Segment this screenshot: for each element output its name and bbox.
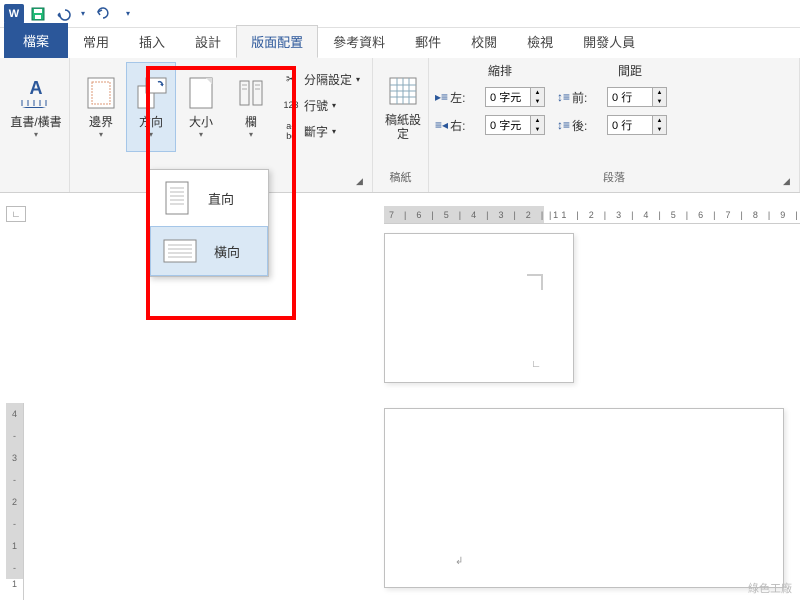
hyphenation-icon: a-bc [282, 122, 300, 140]
tab-file[interactable]: 檔案 [4, 23, 68, 58]
manuscript-group-label: 稿紙 [379, 169, 422, 188]
spacing-before-label: ↕≡前: [557, 89, 605, 106]
title-bar: W ▾ ▾ [0, 0, 800, 28]
columns-button[interactable]: 欄 ▾ [226, 62, 276, 152]
chevron-down-icon: ▾ [249, 130, 253, 139]
hyphenation-label: 斷字 [304, 123, 328, 140]
svg-text:A: A [30, 78, 43, 98]
orientation-label: 方向 [139, 115, 163, 129]
hyphenation-button[interactable]: a-bc 斷字 ▾ [278, 118, 364, 144]
orientation-icon [133, 75, 169, 111]
margins-label: 邊界 [89, 115, 113, 129]
text-direction-button[interactable]: A 直書/橫書 ▾ [6, 62, 66, 152]
chevron-down-icon: ▾ [34, 130, 38, 139]
group-manuscript: 稿紙設定 稿紙 [373, 58, 429, 192]
tab-developer[interactable]: 開發人員 [568, 25, 650, 58]
tab-home[interactable]: 常用 [68, 25, 124, 58]
line-numbers-label: 行號 [304, 97, 328, 114]
document-area: ∟ 7| 6| 5| 4| 3| 2| 1 | 1| 2| 3| 4| 5| 6… [0, 193, 800, 600]
tab-view[interactable]: 檢視 [512, 25, 568, 58]
portrait-icon [162, 180, 192, 216]
horizontal-ruler[interactable]: 7| 6| 5| 4| 3| 2| 1 | 1| 2| 3| 4| 5| 6| … [384, 206, 800, 224]
tab-mailings[interactable]: 郵件 [400, 25, 456, 58]
manuscript-button[interactable]: 稿紙設定 [379, 62, 427, 152]
orientation-button[interactable]: 方向 ▾ [126, 62, 176, 152]
columns-icon [233, 75, 269, 111]
vertical-ruler[interactable]: 4- 3- 2- 1- 1 [6, 403, 24, 600]
undo-dropdown[interactable]: ▾ [78, 2, 88, 26]
spacing-after-spinner[interactable]: 0 行▲▼ [607, 115, 667, 135]
breaks-button[interactable]: ✂ 分隔設定 ▾ [278, 66, 364, 92]
text-direction-icon: A [18, 75, 54, 111]
margins-button[interactable]: 邊界 ▾ [76, 62, 126, 152]
ruler-corner[interactable]: ∟ [6, 206, 26, 222]
redo-button[interactable] [90, 2, 114, 26]
tab-design[interactable]: 設計 [180, 25, 236, 58]
chevron-down-icon: ▾ [199, 130, 203, 139]
spacing-after-label: ↕≡後: [557, 117, 605, 134]
landscape-label: 橫向 [214, 242, 240, 261]
text-direction-label: 直書/橫書 [10, 115, 61, 129]
orientation-landscape[interactable]: 橫向 [150, 226, 268, 276]
group-paragraph: 縮排 間距 ▸≡左: 0 字元▲▼ ≡◂右: 0 字元▲▼ ↕≡前: 0 行▲▼ [429, 58, 800, 192]
chevron-down-icon: ▾ [99, 130, 103, 139]
manuscript-label: 稿紙設定 [383, 113, 423, 142]
tab-review[interactable]: 校閱 [456, 25, 512, 58]
watermark: 綠色工廠 [748, 580, 792, 596]
app-icon: W [4, 4, 24, 24]
spacing-header: 間距 [565, 62, 695, 79]
group-text-direction: A 直書/橫書 ▾ [0, 58, 70, 192]
spacing-before-spinner[interactable]: 0 行▲▼ [607, 87, 667, 107]
paragraph-group-label: 段落 [435, 169, 793, 188]
landscape-icon [162, 236, 198, 266]
line-numbers-icon: 123 [282, 96, 300, 114]
ribbon-tabs: 檔案 常用 插入 設計 版面配置 參考資料 郵件 校閱 檢視 開發人員 [0, 28, 800, 58]
size-label: 大小 [189, 115, 213, 129]
columns-label: 欄 [245, 115, 257, 129]
margins-icon [83, 75, 119, 111]
page-2[interactable]: ↲ [384, 408, 784, 588]
chevron-down-icon: ▾ [149, 130, 153, 139]
portrait-label: 直向 [208, 189, 234, 208]
page-1[interactable]: ∟ [384, 233, 574, 383]
indent-right-label: ≡◂右: [435, 117, 483, 134]
indent-left-label: ▸≡左: [435, 89, 483, 106]
size-icon [183, 75, 219, 111]
indent-header: 縮排 [435, 62, 565, 79]
breaks-label: 分隔設定 [304, 71, 352, 88]
undo-button[interactable] [52, 2, 76, 26]
save-button[interactable] [26, 2, 50, 26]
manuscript-icon [385, 73, 421, 109]
line-numbers-button[interactable]: 123 行號 ▾ [278, 92, 364, 118]
paragraph-launcher[interactable]: ◢ [783, 176, 795, 188]
page-setup-launcher[interactable]: ◢ [356, 176, 368, 188]
size-button[interactable]: 大小 ▾ [176, 62, 226, 152]
ribbon: A 直書/橫書 ▾ 邊界 ▾ 方向 ▾ [0, 58, 800, 193]
qat-customize[interactable]: ▾ [116, 2, 140, 26]
tab-pagelayout[interactable]: 版面配置 [236, 25, 318, 58]
indent-left-spinner[interactable]: 0 字元▲▼ [485, 87, 545, 107]
orientation-portrait[interactable]: 直向 [150, 170, 268, 226]
indent-right-spinner[interactable]: 0 字元▲▼ [485, 115, 545, 135]
tab-references[interactable]: 參考資料 [318, 25, 400, 58]
breaks-icon: ✂ [282, 70, 300, 88]
orientation-dropdown: 直向 橫向 [149, 169, 269, 277]
tab-insert[interactable]: 插入 [124, 25, 180, 58]
